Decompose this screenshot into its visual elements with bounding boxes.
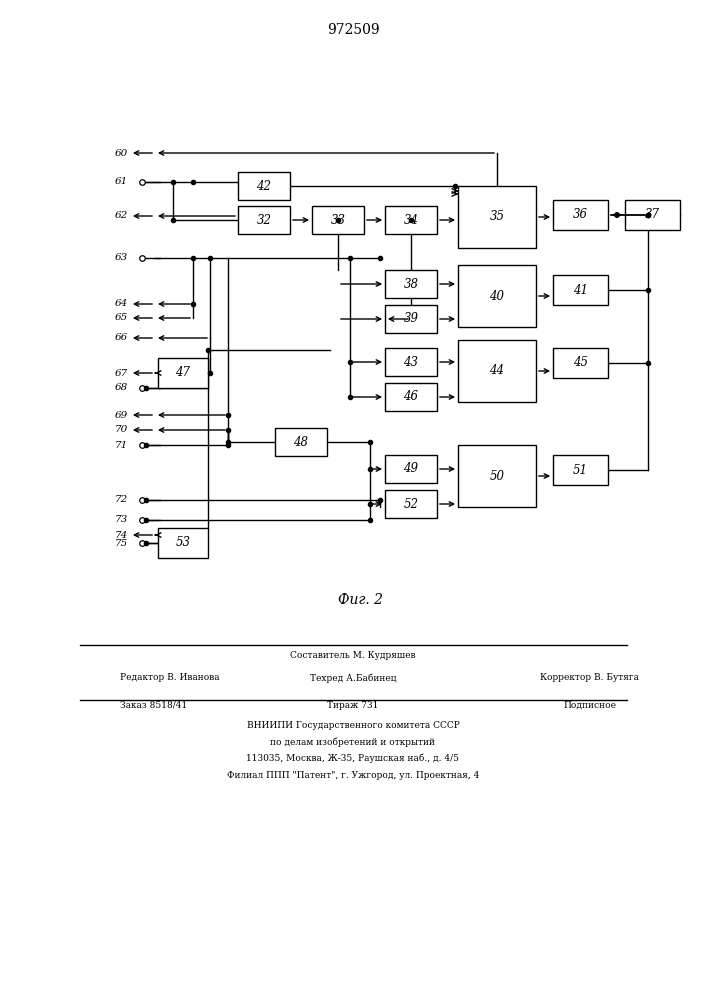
Bar [458,265,536,327]
Text: 50: 50 [489,470,505,483]
Text: 46: 46 [404,390,419,403]
Text: 72: 72 [115,495,128,504]
Bar [385,490,437,518]
Text: 42: 42 [257,180,271,192]
Text: 65: 65 [115,314,128,322]
Text: Тираж 731: Тираж 731 [327,700,379,710]
Text: 71: 71 [115,440,128,450]
Text: 44: 44 [489,364,505,377]
Text: 45: 45 [573,357,588,369]
Text: 41: 41 [573,284,588,296]
Text: 70: 70 [115,426,128,434]
Bar [385,455,437,483]
Bar [312,206,364,234]
Text: 69: 69 [115,410,128,420]
Text: Техред А.Бабинец: Техред А.Бабинец [310,673,396,683]
Text: Филиал ППП "Патент", г. Ужгород, ул. Проектная, 4: Филиал ППП "Патент", г. Ужгород, ул. Про… [227,770,479,780]
Bar [458,186,536,248]
Text: 62: 62 [115,212,128,221]
Bar [553,200,608,230]
Bar [625,200,680,230]
Text: 66: 66 [115,334,128,342]
Text: 48: 48 [293,436,308,448]
Bar [238,172,290,200]
Bar [158,358,208,388]
Bar [158,528,208,558]
Text: Фиг. 2: Фиг. 2 [337,593,382,607]
Bar [385,270,437,298]
Text: 51: 51 [573,464,588,477]
Bar [553,455,608,485]
Bar [385,383,437,411]
Text: 43: 43 [404,356,419,368]
Text: 40: 40 [489,290,505,302]
Text: 972509: 972509 [327,23,380,37]
Text: 38: 38 [404,277,419,290]
Text: 33: 33 [330,214,346,227]
Bar [458,445,536,507]
Text: 67: 67 [115,368,128,377]
Text: 73: 73 [115,516,128,524]
Text: Составитель М. Кудряшев: Составитель М. Кудряшев [291,650,416,660]
Text: Подписное: Подписное [563,700,617,710]
Bar [385,348,437,376]
Text: Корректор В. Бутяга: Корректор В. Бутяга [540,674,640,682]
Bar [385,305,437,333]
Text: 36: 36 [573,209,588,222]
Text: 113035, Москва, Ж-35, Раушская наб., д. 4/5: 113035, Москва, Ж-35, Раушская наб., д. … [247,753,460,763]
Text: 60: 60 [115,148,128,157]
Text: 32: 32 [257,214,271,227]
Text: 34: 34 [404,214,419,227]
Text: 39: 39 [404,312,419,326]
Bar [385,206,437,234]
Text: 52: 52 [404,497,419,510]
Text: 63: 63 [115,253,128,262]
Text: 53: 53 [175,536,190,550]
Text: по делам изобретений и открытий: по делам изобретений и открытий [271,737,436,747]
Text: 61: 61 [115,178,128,186]
Text: Заказ 8518/41: Заказ 8518/41 [120,700,187,710]
Text: 49: 49 [404,462,419,476]
Text: 68: 68 [115,383,128,392]
Text: Редактор В. Иванова: Редактор В. Иванова [120,674,220,682]
Bar [238,206,290,234]
Text: 47: 47 [175,366,190,379]
Bar [553,275,608,305]
Text: 74: 74 [115,530,128,540]
Bar [458,340,536,402]
Text: 37: 37 [645,209,660,222]
Bar [275,428,327,456]
Bar [553,348,608,378]
Text: 75: 75 [115,538,128,548]
Text: ВНИИПИ Государственного комитета СССР: ВНИИПИ Государственного комитета СССР [247,720,460,730]
Text: 35: 35 [489,211,505,224]
Text: 64: 64 [115,300,128,308]
